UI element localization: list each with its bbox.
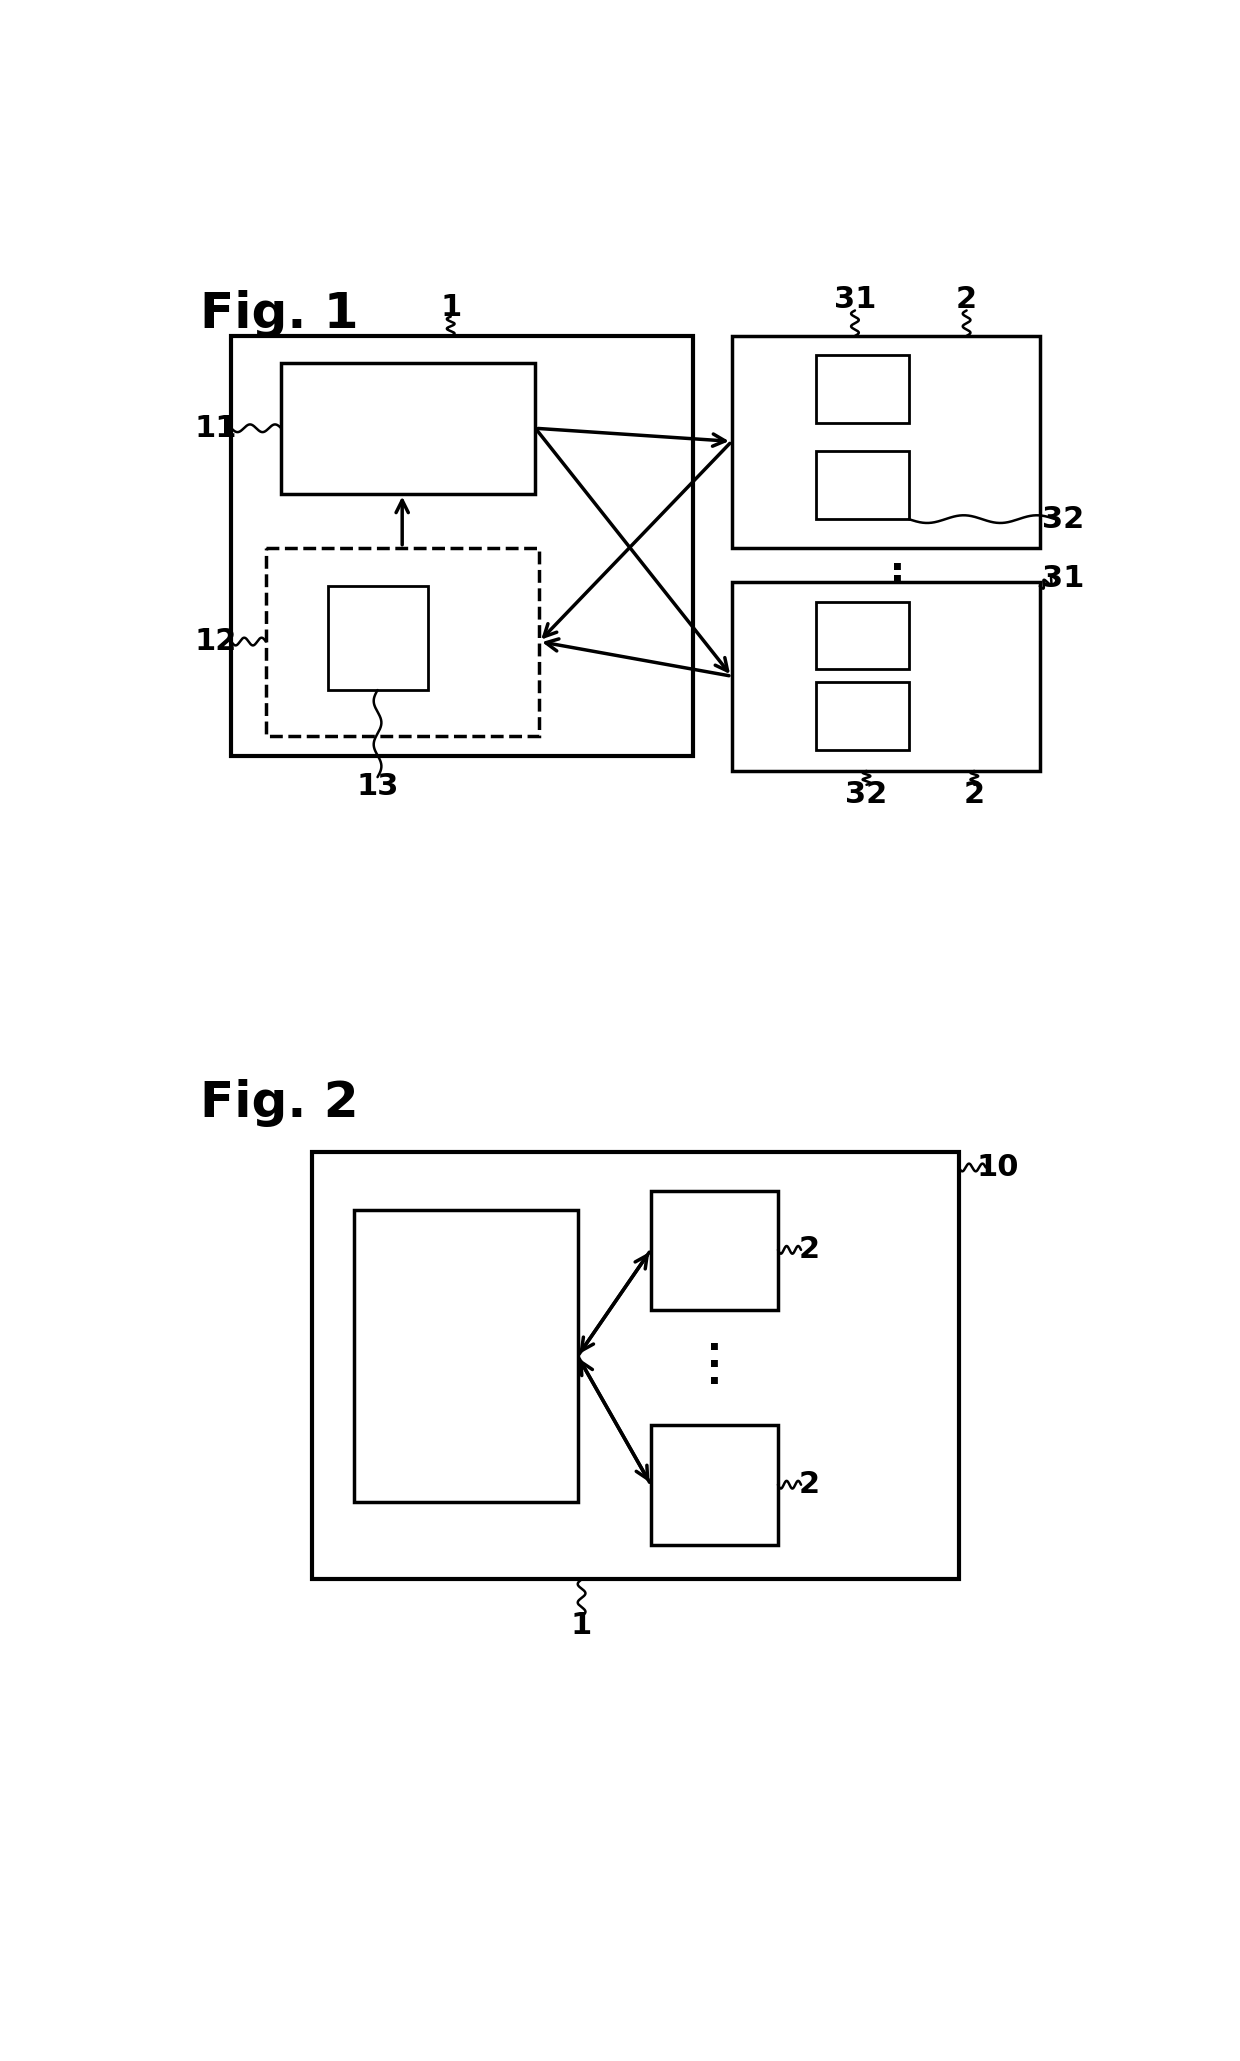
Bar	[651, 1191, 777, 1311]
Text: 11: 11	[195, 414, 237, 443]
Bar	[312, 1152, 959, 1579]
Text: 12: 12	[195, 627, 237, 655]
Text: 1: 1	[570, 1612, 593, 1641]
Bar	[651, 1426, 777, 1546]
Text: .: .	[707, 1354, 722, 1391]
Text: 13: 13	[356, 771, 399, 802]
Text: 2: 2	[963, 779, 985, 808]
Bar	[265, 548, 539, 736]
Bar	[327, 585, 428, 690]
Text: .: .	[707, 1321, 722, 1358]
Text: 1: 1	[440, 293, 461, 322]
Text: 2: 2	[956, 284, 977, 313]
Text: 2: 2	[799, 1235, 820, 1263]
Text: 2: 2	[799, 1469, 820, 1498]
Text: .: .	[707, 1338, 722, 1375]
Bar	[816, 602, 909, 670]
Text: 10: 10	[976, 1152, 1018, 1181]
Text: .: .	[890, 540, 905, 579]
Text: 32: 32	[846, 779, 888, 808]
Text: .: .	[890, 552, 905, 589]
Bar	[816, 682, 909, 750]
Bar	[231, 336, 693, 756]
Bar	[281, 363, 536, 495]
Text: Fig. 2: Fig. 2	[201, 1078, 360, 1127]
Bar	[732, 336, 1040, 548]
Text: 32: 32	[1042, 505, 1084, 534]
Text: 31: 31	[1042, 565, 1084, 594]
Text: 31: 31	[833, 284, 877, 313]
Bar	[816, 354, 909, 423]
Bar	[355, 1210, 578, 1502]
Bar	[816, 451, 909, 519]
Bar	[732, 583, 1040, 771]
Text: Fig. 1: Fig. 1	[201, 291, 360, 338]
